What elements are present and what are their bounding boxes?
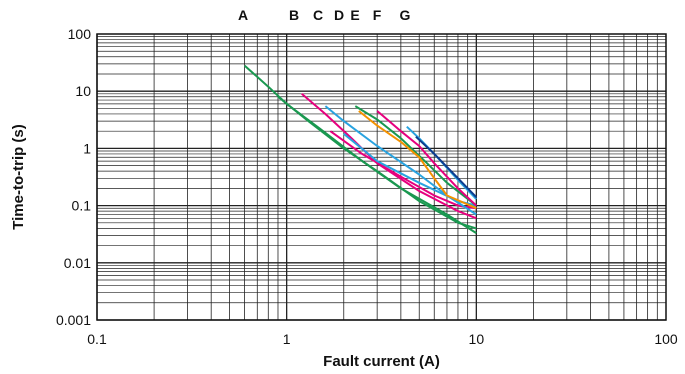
trip-curve-11 xyxy=(415,135,478,198)
trip-curve-3 xyxy=(301,93,477,220)
series-group xyxy=(243,64,478,234)
curve-label-a: A xyxy=(238,7,248,23)
curve-label-e: E xyxy=(350,7,359,23)
x-tick-label: 10 xyxy=(469,331,485,347)
trip-curve-1 xyxy=(243,64,477,234)
trip-curve-4 xyxy=(329,130,477,210)
curve-label-b: B xyxy=(289,7,299,23)
x-tick-labels: 0.1 1 10 100 xyxy=(87,331,678,347)
grid xyxy=(96,34,666,321)
y-tick-label: 0.1 xyxy=(72,198,92,214)
y-tick-label: 0.001 xyxy=(56,312,91,328)
y-tick-label: 100 xyxy=(68,26,92,42)
x-tick-label: 100 xyxy=(654,331,678,347)
trip-curve-2 xyxy=(277,95,477,230)
curve-label-g: G xyxy=(400,7,411,23)
trip-curve-9 xyxy=(376,110,477,207)
curve-label-c: C xyxy=(313,7,323,23)
trip-curve-8 xyxy=(358,110,477,210)
y-axis-title: Time-to-trip (s) xyxy=(10,124,27,230)
x-axis-title: Fault current (A) xyxy=(323,353,440,370)
y-tick-label: 10 xyxy=(75,83,91,99)
plot-frame xyxy=(96,33,667,321)
trip-curve-7 xyxy=(354,105,477,207)
y-tick-labels: 0.001 0.01 0.1 1 10 100 xyxy=(56,26,91,328)
curve-label-d: D xyxy=(334,7,344,23)
curve-label-f: F xyxy=(373,7,382,23)
x-tick-label: 1 xyxy=(283,331,291,347)
y-tick-label: 0.01 xyxy=(64,255,91,271)
y-tick-label: 1 xyxy=(83,140,91,156)
x-tick-label: 0.1 xyxy=(87,331,107,347)
